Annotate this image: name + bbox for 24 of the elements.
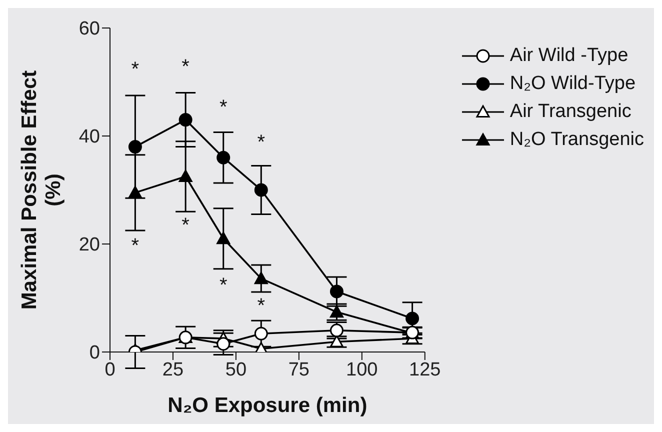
annotation: * [131, 58, 140, 80]
legend-label: N₂O Transgenic [510, 128, 644, 152]
annotation: * [182, 214, 190, 237]
x-tick-label: 125 [409, 359, 441, 380]
y-axis-title: Maximal Possible Effect (%) [18, 70, 65, 310]
x-axis-title: N₂O Exposure (min) [168, 394, 368, 417]
y-tick-label: 20 [78, 234, 100, 256]
x-tick-label: 75 [288, 359, 310, 380]
annotation: * [257, 295, 266, 318]
annotation: * [219, 96, 228, 118]
y-tick-label: 0 [89, 342, 100, 364]
x-tick-label: 100 [346, 359, 378, 380]
annotation: * [219, 274, 228, 296]
annotation: * [182, 56, 190, 78]
y-tick-label: 60 [78, 18, 100, 40]
x-tick-label: 25 [162, 359, 184, 380]
x-tick-label: 50 [225, 359, 247, 380]
annotation: * [257, 131, 266, 154]
legend-label: Air Transgenic [510, 100, 632, 124]
legend-label: Air Wild -Type [510, 44, 628, 68]
annotation: * [131, 235, 140, 258]
legend-label: N₂O Wild-Type [510, 72, 636, 96]
x-tick-label: 0 [104, 359, 116, 380]
y-tick-label: 40 [78, 126, 100, 148]
